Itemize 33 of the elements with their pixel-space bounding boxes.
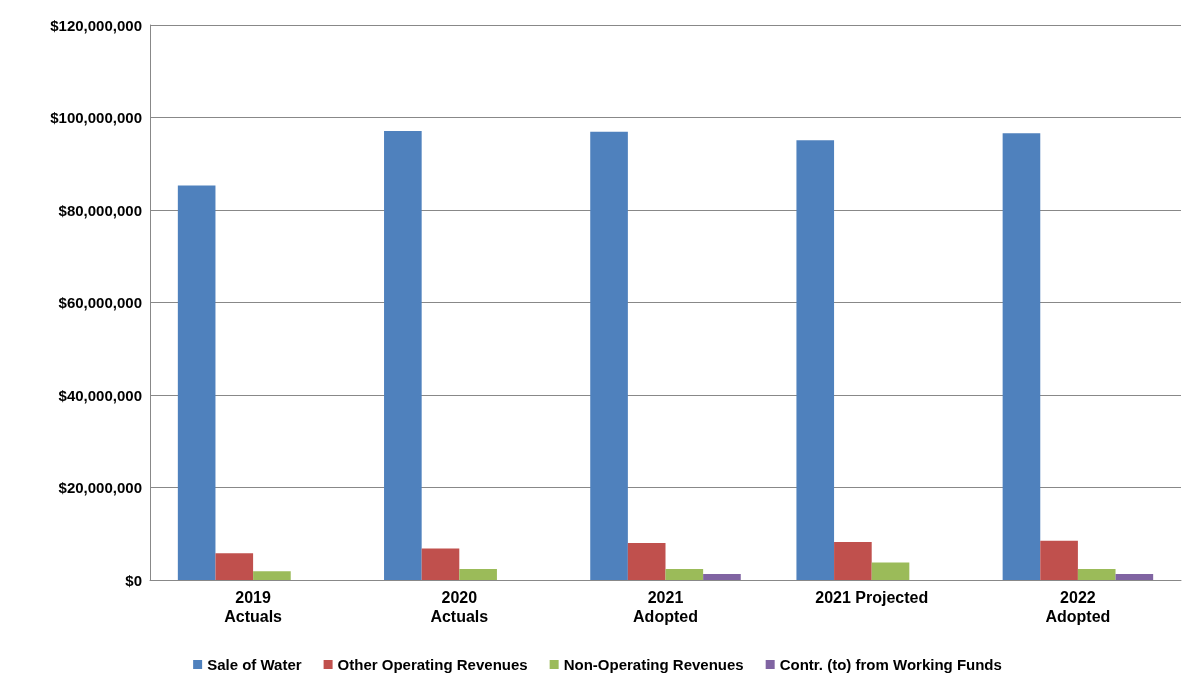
bar — [384, 130, 422, 580]
bar — [421, 548, 460, 580]
x-tick-label: 2019 Actuals — [224, 589, 283, 625]
x-tick-label: 2021 Projected — [815, 589, 929, 606]
bar — [215, 553, 254, 580]
bar — [1077, 568, 1116, 580]
y-tick-label: $40,000,000 — [58, 386, 142, 404]
bar — [459, 568, 497, 580]
bar — [1002, 133, 1041, 580]
bar — [796, 140, 835, 580]
bar — [834, 542, 872, 580]
legend-label: Other Operating Revenues — [337, 656, 528, 673]
bar — [1115, 573, 1154, 580]
y-tick-label: $20,000,000 — [58, 479, 142, 496]
legend-label: Sale of Water — [207, 656, 302, 673]
bar — [665, 568, 704, 580]
bar — [871, 562, 910, 580]
bar — [177, 185, 216, 580]
y-tick-label: $60,000,000 — [58, 294, 142, 311]
bar — [627, 543, 666, 580]
y-tick-label: $0 — [125, 571, 142, 589]
bar — [1040, 540, 1078, 580]
bar — [703, 573, 741, 580]
legend-label: Non-Operating Revenues — [563, 656, 744, 673]
x-tick-label: 2022 Adopted — [1045, 589, 1111, 625]
y-tick-label: $80,000,000 — [58, 201, 142, 219]
y-tick-label: $100,000,000 — [50, 109, 142, 126]
y-tick-label: $120,000,000 — [50, 16, 142, 34]
bar — [253, 571, 291, 580]
x-tick-label: 2021 Adopted — [633, 589, 698, 625]
bar — [590, 131, 628, 580]
legend-label: Contr. (to) from Working Funds — [779, 656, 1002, 673]
x-tick-label: 2020 Actuals — [430, 589, 489, 625]
